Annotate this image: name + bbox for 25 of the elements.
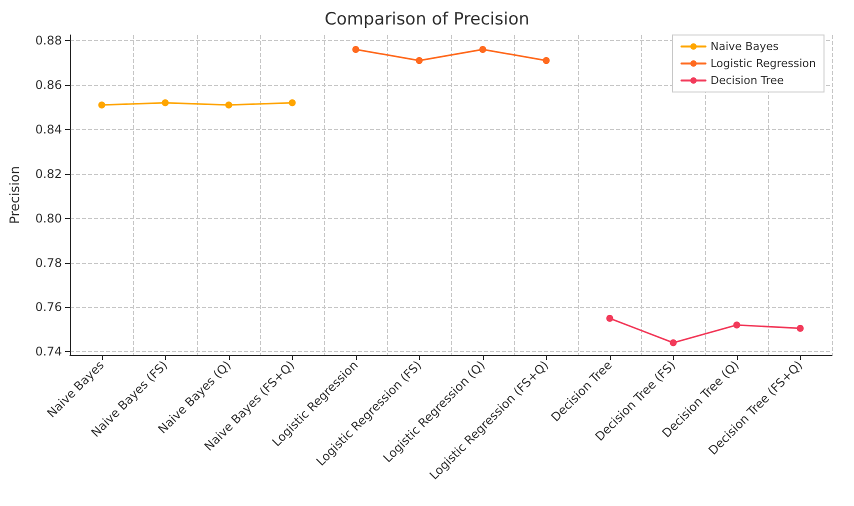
- point: [288, 99, 296, 106]
- point: [796, 324, 804, 332]
- point: [479, 46, 486, 53]
- y-tick-label: 0.78: [35, 256, 62, 270]
- y-tick-label: 0.84: [35, 122, 62, 136]
- y-tick-label: 0.80: [35, 211, 62, 226]
- point: [606, 314, 614, 322]
- y-axis-title: Precision: [8, 166, 23, 224]
- point: [670, 339, 677, 346]
- point: [98, 102, 106, 108]
- point: [733, 322, 740, 328]
- legend-label: Naive Bayes: [710, 40, 779, 53]
- point: [352, 46, 360, 53]
- point: [542, 57, 550, 64]
- chart-title: Comparison of Precision: [324, 10, 530, 30]
- y-tick-label: 0.76: [35, 300, 62, 314]
- y-tick-label: 0.86: [35, 78, 62, 92]
- point: [416, 57, 423, 64]
- y-tick-label: 0.74: [35, 344, 62, 359]
- legend-label: Logistic Regression: [710, 57, 816, 70]
- point: [225, 102, 232, 108]
- y-tick-label: 0.82: [35, 166, 62, 181]
- y-tick-label: 0.88: [35, 34, 62, 48]
- point: [162, 99, 169, 106]
- legend-label: Decision Tree: [710, 74, 784, 87]
